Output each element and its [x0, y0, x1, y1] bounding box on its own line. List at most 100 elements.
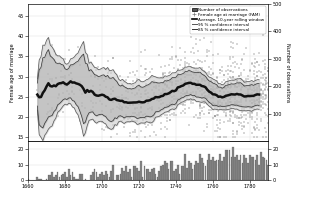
Point [253, 128, 258, 131]
Point [260, 84, 265, 87]
Point [242, 131, 247, 134]
Point [59, 75, 64, 78]
Point [232, 84, 237, 87]
Point [164, 78, 169, 82]
Point [57, 94, 62, 97]
Point [138, 95, 143, 98]
Point [179, 97, 184, 100]
Point [258, 92, 263, 95]
Point [222, 121, 227, 124]
Point [264, 85, 269, 89]
Point [234, 79, 239, 82]
Point [110, 89, 115, 93]
Point [138, 105, 143, 108]
Point [188, 50, 193, 54]
Point [234, 79, 239, 82]
Point [216, 104, 221, 107]
Point [222, 79, 227, 82]
Bar [258, 165, 260, 180]
Point [192, 82, 197, 85]
Point [249, 118, 254, 121]
Point [222, 96, 227, 99]
Point [103, 77, 108, 81]
Point [183, 68, 188, 71]
Bar [229, 150, 230, 180]
Point [255, 98, 260, 102]
Point [240, 97, 245, 100]
Bar [188, 161, 190, 180]
Point [160, 101, 165, 105]
Point [197, 60, 202, 63]
Point [162, 82, 167, 85]
Point [232, 113, 237, 116]
Point [197, 38, 202, 41]
Point [210, 73, 215, 76]
Point [55, 96, 60, 99]
Point [251, 135, 256, 139]
Point [205, 98, 210, 101]
Point [246, 92, 251, 95]
Point [238, 98, 243, 101]
Point [231, 78, 236, 81]
Point [232, 103, 237, 106]
Point [238, 62, 243, 66]
Point [175, 73, 180, 76]
Point [196, 79, 201, 82]
Point [88, 75, 93, 78]
Point [249, 63, 254, 66]
Point [231, 94, 236, 97]
Point [157, 84, 162, 87]
Point [160, 76, 165, 79]
Point [197, 106, 202, 109]
Point [53, 76, 58, 79]
Point [247, 86, 252, 89]
Point [208, 87, 213, 90]
Point [207, 90, 212, 93]
Point [164, 104, 169, 107]
Point [62, 85, 67, 88]
Point [94, 94, 99, 97]
Point [173, 79, 178, 82]
Point [179, 77, 184, 80]
Point [214, 85, 219, 88]
Point [188, 78, 193, 81]
Point [236, 120, 241, 123]
Bar [92, 172, 94, 180]
Point [214, 75, 219, 79]
Point [222, 110, 227, 113]
Point [225, 82, 230, 85]
Point [170, 45, 175, 48]
Point [158, 98, 163, 101]
Point [258, 94, 263, 97]
Point [138, 92, 143, 96]
Bar [27, 179, 29, 180]
Point [186, 80, 191, 84]
Point [258, 105, 263, 108]
Point [205, 49, 210, 52]
Point [157, 107, 162, 110]
Point [207, 50, 212, 53]
Point [229, 46, 234, 49]
Point [140, 113, 145, 116]
Point [160, 73, 165, 77]
Point [194, 91, 199, 94]
Point [249, 61, 254, 65]
Point [196, 70, 201, 74]
Point [218, 101, 223, 104]
Point [262, 94, 267, 97]
Point [183, 92, 188, 96]
Point [253, 99, 258, 102]
Point [220, 95, 225, 98]
Bar [149, 172, 151, 180]
Point [90, 110, 95, 113]
Point [201, 99, 206, 102]
Bar [136, 168, 138, 180]
Point [210, 117, 215, 120]
Point [262, 78, 267, 82]
Point [238, 105, 243, 108]
Bar [173, 171, 175, 180]
Point [220, 65, 225, 69]
Bar [64, 172, 66, 180]
Point [238, 79, 243, 82]
Point [208, 105, 213, 108]
